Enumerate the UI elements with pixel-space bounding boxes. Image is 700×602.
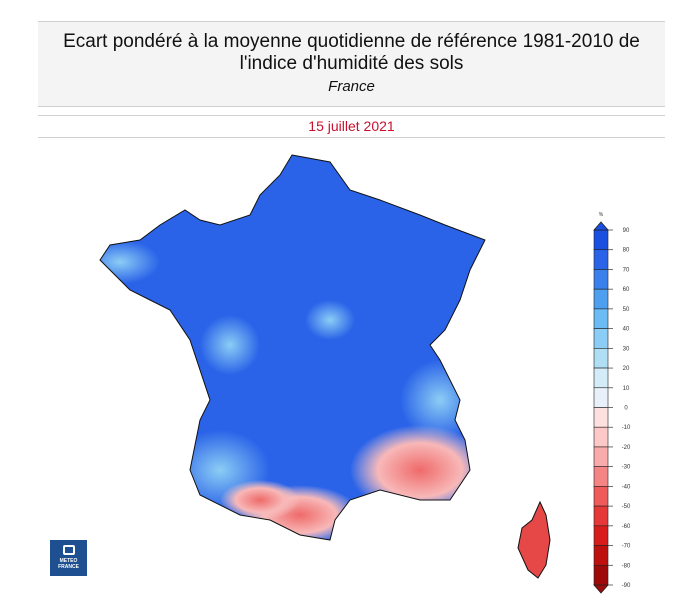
- meteo-france-logo: METEO FRANCE: [50, 540, 87, 576]
- legend-swatch: [593, 328, 609, 349]
- legend-tick-label: -80: [622, 563, 631, 569]
- legend-swatch: [593, 269, 609, 290]
- title-box: Ecart pondéré à la moyenne quotidienne d…: [38, 21, 665, 107]
- legend-tick-label: -50: [622, 504, 631, 510]
- legend-swatch: [593, 288, 609, 310]
- legend-swatch: [593, 426, 609, 448]
- legend-swatch: [593, 229, 609, 251]
- legend-tick-label: 30: [623, 346, 630, 352]
- legend-tick-label: 20: [623, 366, 630, 372]
- france-map: [100, 155, 485, 540]
- legend-tick-label: 80: [623, 248, 630, 254]
- legend-tick-label: 50: [623, 307, 630, 313]
- logo-symbol-icon: [62, 545, 75, 555]
- corsica-map: [517, 500, 551, 579]
- legend-tick-label: -70: [622, 544, 631, 550]
- legend-swatch: [593, 367, 609, 389]
- logo-text: METEO FRANCE: [58, 558, 79, 570]
- legend-swatch: [593, 505, 609, 527]
- legend-swatch: [593, 348, 609, 369]
- legend-tick-label: 70: [623, 267, 630, 273]
- legend-tick-label: 10: [623, 386, 630, 392]
- map-date: 15 juillet 2021: [38, 115, 665, 138]
- legend-swatch: [593, 545, 609, 566]
- legend-tick-label: 40: [623, 327, 630, 333]
- map-title: Ecart pondéré à la moyenne quotidienne d…: [63, 31, 640, 74]
- legend-tick-label: 90: [623, 228, 630, 234]
- legend-tick-label: -30: [622, 465, 631, 471]
- legend-swatch: [593, 466, 609, 487]
- map-region: France: [328, 78, 375, 95]
- legend-swatch: [593, 249, 609, 270]
- legend-tick-label: 60: [623, 287, 630, 293]
- legend-bottom-arrow: [593, 584, 609, 594]
- legend-top-arrow: [593, 221, 609, 231]
- legend-tick-label: -90: [622, 583, 631, 589]
- legend-swatch: [593, 525, 609, 546]
- legend-swatch: [593, 387, 609, 408]
- legend-tick-label: -40: [622, 484, 631, 490]
- legend-unit: %: [599, 212, 604, 218]
- legend-tick-label: -20: [622, 445, 631, 451]
- legend-tick-label: -10: [622, 425, 631, 431]
- legend-swatch: [593, 486, 609, 507]
- color-legend: % 90 80 70 60 50 40 30 20 10 0 -10 -20 -30 -40 -50 -60 -7…: [593, 212, 631, 594]
- legend-swatch: [593, 308, 609, 329]
- legend-swatch: [593, 446, 609, 467]
- legend-swatch: [593, 564, 609, 586]
- legend-swatch: [593, 407, 609, 428]
- legend-tick-label: -60: [622, 524, 631, 530]
- legend-tick-label: 0: [624, 406, 628, 412]
